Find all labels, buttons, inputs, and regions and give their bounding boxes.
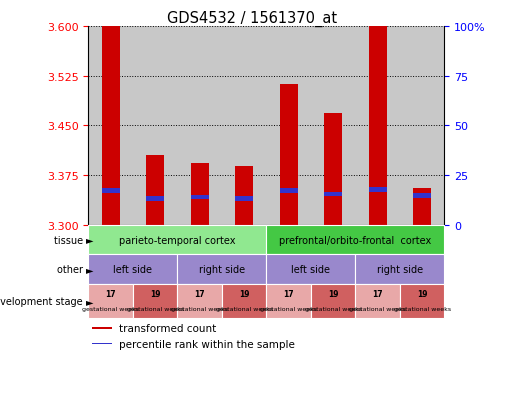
Text: gestational weeks: gestational weeks — [82, 306, 139, 311]
Text: 17: 17 — [106, 290, 116, 299]
Bar — [311, 285, 356, 318]
Text: percentile rank within the sample: percentile rank within the sample — [119, 339, 294, 349]
Text: prefrontal/orbito-frontal  cortex: prefrontal/orbito-frontal cortex — [279, 235, 431, 245]
Text: left side: left side — [291, 265, 330, 275]
Bar — [177, 255, 266, 285]
Text: ►: ► — [86, 265, 93, 275]
Text: 19: 19 — [417, 290, 427, 299]
Bar — [92, 328, 112, 329]
Bar — [413, 194, 431, 199]
Text: left side: left side — [114, 265, 153, 275]
Text: tissue: tissue — [54, 235, 86, 245]
Text: transformed count: transformed count — [119, 323, 216, 333]
Text: other: other — [57, 265, 86, 275]
Text: gestational weeks: gestational weeks — [349, 306, 406, 311]
Text: gestational weeks: gestational weeks — [393, 306, 450, 311]
Bar — [369, 27, 386, 225]
Bar — [356, 255, 444, 285]
Bar — [356, 285, 400, 318]
Bar — [266, 255, 356, 285]
Text: ►: ► — [86, 297, 93, 306]
Bar — [102, 27, 120, 225]
Bar — [88, 225, 266, 255]
Bar — [146, 156, 164, 225]
Text: 19: 19 — [150, 290, 161, 299]
Bar — [102, 189, 120, 193]
Text: 17: 17 — [372, 290, 383, 299]
Bar — [324, 114, 342, 225]
Bar — [266, 285, 311, 318]
Bar — [146, 197, 164, 201]
Bar — [191, 164, 209, 225]
Text: gestational weeks: gestational weeks — [260, 306, 317, 311]
Text: gestational weeks: gestational weeks — [305, 306, 362, 311]
Text: right side: right side — [199, 265, 245, 275]
Text: development stage: development stage — [0, 297, 86, 306]
Text: 17: 17 — [194, 290, 205, 299]
Text: ►: ► — [86, 235, 93, 245]
Text: gestational weeks: gestational weeks — [171, 306, 228, 311]
Bar — [222, 285, 267, 318]
Text: 19: 19 — [328, 290, 338, 299]
Text: 17: 17 — [283, 290, 294, 299]
Bar — [280, 189, 297, 193]
Text: gestational weeks: gestational weeks — [216, 306, 273, 311]
Bar — [266, 225, 444, 255]
Bar — [413, 188, 431, 225]
Bar — [177, 285, 222, 318]
Text: 19: 19 — [239, 290, 249, 299]
Bar — [191, 195, 209, 200]
Bar — [235, 197, 253, 201]
Text: right side: right side — [377, 265, 423, 275]
Bar — [92, 343, 112, 344]
Bar — [324, 192, 342, 197]
Bar — [133, 285, 177, 318]
Bar — [235, 167, 253, 225]
Text: GDS4532 / 1561370_at: GDS4532 / 1561370_at — [168, 10, 337, 26]
Bar — [369, 188, 386, 192]
Bar — [280, 85, 297, 225]
Bar — [88, 285, 133, 318]
Bar — [400, 285, 444, 318]
Bar — [88, 255, 177, 285]
Text: gestational weeks: gestational weeks — [127, 306, 184, 311]
Text: parieto-temporal cortex: parieto-temporal cortex — [119, 235, 236, 245]
